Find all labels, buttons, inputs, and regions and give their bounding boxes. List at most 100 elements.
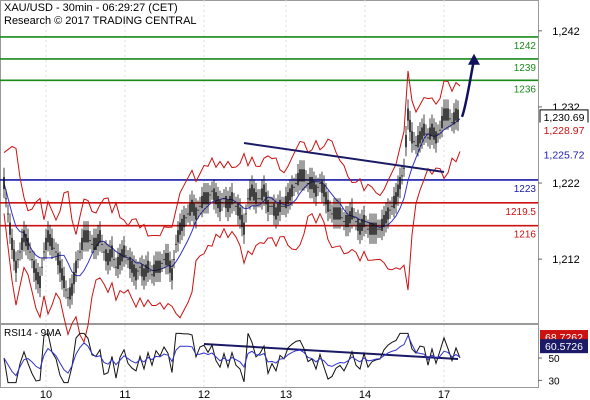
candle-body — [371, 222, 373, 235]
candle-body — [99, 230, 101, 243]
candle-body — [455, 108, 457, 121]
candle-body — [287, 192, 289, 205]
candle-body — [191, 199, 193, 212]
candle-body — [27, 237, 29, 250]
candle-body — [141, 264, 143, 277]
level-label: 1242 — [514, 41, 537, 52]
candle-body — [121, 249, 123, 262]
candle-body — [97, 234, 99, 247]
candle-body — [441, 116, 443, 129]
candle-body — [259, 198, 261, 200]
candle-body — [105, 249, 107, 262]
candle-body — [269, 205, 271, 207]
candle-body — [359, 222, 361, 235]
candle-body — [427, 137, 429, 139]
candle-body — [277, 203, 279, 216]
grid-lines — [45, 0, 542, 388]
candle-body — [397, 184, 399, 197]
candle-body — [303, 169, 305, 182]
candle-body — [83, 230, 85, 243]
candle-body — [251, 184, 253, 197]
candle-body — [209, 194, 211, 196]
candle-body — [207, 192, 209, 205]
candle-body — [395, 192, 397, 205]
candle-body — [179, 222, 181, 235]
level-label: 1216 — [514, 230, 537, 241]
rsi-panel-frame — [0, 324, 539, 388]
candle-body — [225, 195, 227, 209]
x-tick-label: 11 — [119, 389, 130, 400]
candle-body — [11, 237, 13, 250]
candle-body — [149, 270, 151, 272]
candle-body — [53, 247, 55, 249]
candle-body — [139, 266, 141, 268]
candle-body — [85, 230, 87, 243]
candle-body — [109, 249, 111, 262]
candle-body — [189, 203, 191, 216]
candle-body — [103, 251, 105, 253]
candle-body — [147, 260, 149, 273]
candle-body — [421, 127, 423, 140]
candle-body — [57, 253, 59, 266]
candle-body — [235, 205, 237, 207]
candle-body — [193, 203, 195, 216]
candle-body — [457, 109, 459, 122]
candle-body — [249, 188, 251, 201]
candle-body — [165, 253, 167, 266]
candle-body — [267, 199, 269, 212]
candle-body — [325, 192, 327, 205]
level-label: 1236 — [514, 84, 537, 95]
x-tick-label: 12 — [198, 389, 210, 400]
current-price-tag-text: 1,230.69 — [544, 112, 585, 124]
rsi-value-tag-text: 60.5726 — [545, 341, 583, 353]
candle-body — [449, 118, 451, 120]
level-label: 1223 — [514, 184, 537, 195]
candle-body — [255, 192, 257, 205]
candle-body — [305, 179, 307, 181]
candle-body — [175, 243, 177, 245]
candle-body — [43, 251, 45, 253]
candle-body — [361, 218, 363, 231]
candle-body — [381, 218, 383, 231]
ma-price-tag-box — [539, 147, 589, 163]
candle-body — [265, 192, 267, 205]
candle-body — [69, 287, 71, 300]
candle-body — [37, 272, 39, 285]
candle-body — [65, 289, 67, 291]
candle-body — [39, 275, 41, 289]
rsi-lines — [3, 332, 461, 384]
candle-body — [113, 259, 115, 261]
level-label: 1219.5 — [505, 207, 536, 218]
candle-body — [335, 207, 337, 220]
candle-body — [271, 205, 273, 207]
candle-body — [247, 198, 249, 200]
candle-body — [59, 260, 61, 273]
candle-body — [223, 198, 225, 200]
candle-body — [183, 214, 185, 228]
candle-body — [169, 260, 171, 273]
candle-body — [81, 237, 83, 250]
candle-body — [307, 183, 309, 185]
candle-body — [393, 195, 395, 209]
candle-body — [407, 108, 409, 121]
candle-body — [451, 122, 453, 124]
candle-body — [155, 260, 157, 273]
candle-body — [273, 203, 275, 216]
resistance-trendline — [243, 142, 445, 173]
candle-body — [245, 213, 247, 215]
candle-body — [215, 192, 217, 205]
candle-body — [35, 268, 37, 281]
candle-body — [73, 272, 75, 285]
candle-body — [157, 260, 159, 273]
candle-body — [123, 245, 125, 258]
candle-body — [203, 192, 205, 205]
candle-body — [429, 127, 431, 140]
candle-body — [261, 188, 263, 201]
candle-body — [199, 205, 201, 207]
candle-body — [379, 228, 381, 230]
rsi-line — [3, 332, 461, 384]
candle-body — [345, 214, 347, 228]
candle-body — [293, 186, 295, 188]
candle-body — [309, 176, 311, 190]
candle-body — [333, 207, 335, 220]
